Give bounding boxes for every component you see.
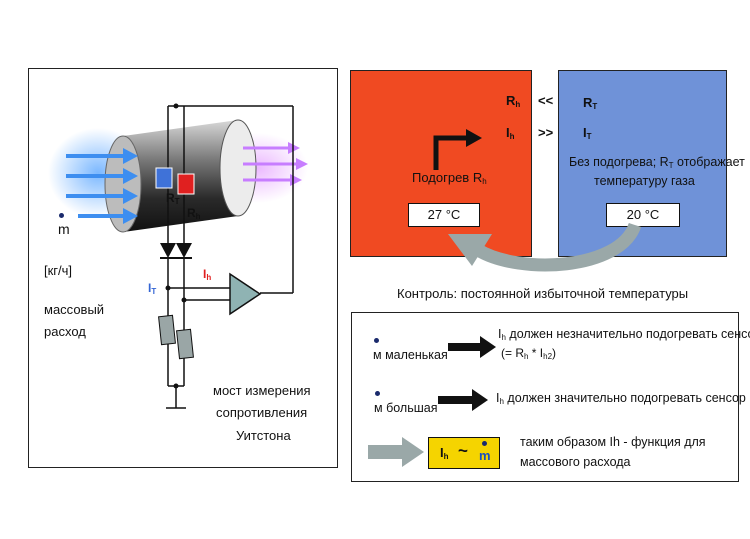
result-text-2: массового расхода [520,455,631,469]
m-big-label: м большая [374,401,438,415]
big-text: Ih должен значительно подогревать сенсор [496,391,746,406]
junction-dots [165,103,187,389]
label-rt: RT [166,191,180,206]
small-formula: (= Rh * Ih2) [501,346,557,361]
label-rh-top: Rh [506,93,521,109]
mass-flow-dot [59,213,64,218]
unheated-temp-box: 20 °C [606,203,680,227]
arrow-small-icon [448,336,496,358]
pipe-opening [219,119,257,217]
mass-flow-unit: [кг/ч] [44,263,73,278]
m-small-label: м маленькая [373,348,448,362]
heated-label: Подогрев Rh [412,170,487,186]
heating-arrow-icon [433,129,482,170]
label-it-top: IT [583,125,592,141]
sensor-rt [155,167,173,189]
proportionality-tilde: ~ [458,441,468,460]
bridge-label-1: мост измерения [213,383,311,398]
proportionality-ih: Ih [440,445,449,461]
gray-arrow-icon [368,437,424,467]
sensor-rh [177,173,195,195]
less-than-sign: << [538,93,554,108]
label-it: IT [148,281,157,296]
mass-flow-symbol: m [58,221,70,237]
proportionality-box [428,437,500,469]
label-ih-top: Ih [506,125,515,141]
outflow-arrows [243,142,308,186]
bridge-label-3: Уитстона [236,428,291,443]
control-caption: Контроль: постоянной избыточной температ… [397,286,689,301]
inflow-arrows [66,148,138,224]
label-rt-top: RT [583,95,598,111]
mass-flow-label-1: массовый [44,302,105,317]
label-rh: Rh [187,206,201,221]
greater-than-sign: >> [538,125,554,140]
resistor-left [158,314,176,346]
bridge-label-2: сопротивления [216,405,308,420]
diode-right [176,243,192,258]
unheated-label-2: температуру газа [594,174,695,188]
feedback-arrow [448,222,642,272]
proportionality-m-dot [482,441,487,446]
mass-flow-label-2: расход [44,324,86,339]
resistor-right [176,328,194,360]
heated-temp-box: 27 °C [408,203,480,227]
m-small-dot [374,338,379,343]
sensor-diagram [48,103,308,409]
proportionality-m: m [479,448,491,463]
unheated-label-1: Без подогрева; RT отображает [569,155,745,170]
result-text-1: таким образом Ih - функция для [520,435,706,449]
small-text-1: Ih должен незначительно подогревать сенс… [498,327,750,342]
m-big-dot [375,391,380,396]
arrow-big-icon [438,389,488,411]
label-ih: Ih [203,267,212,282]
diode-left [160,243,176,258]
amplifier [229,272,262,316]
